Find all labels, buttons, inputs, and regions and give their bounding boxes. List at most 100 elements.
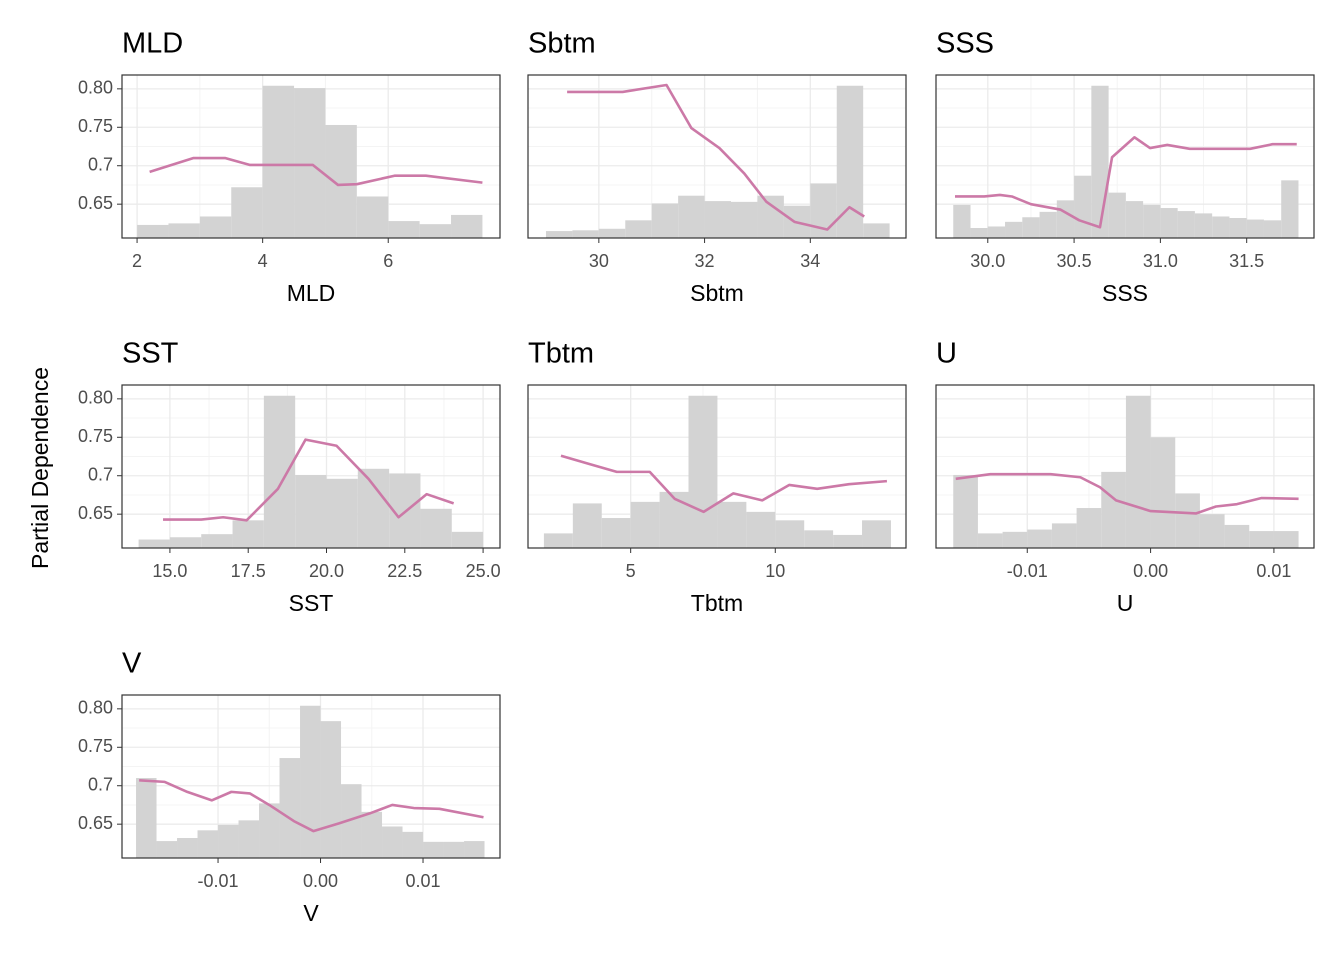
histogram-bar (1056, 200, 1075, 238)
y-tick-label: 0.75 (78, 736, 113, 756)
histogram-bar (1150, 437, 1176, 548)
x-tick-label: 0.01 (1256, 561, 1291, 581)
y-tick-label: 0.80 (78, 698, 113, 718)
histogram-bar (1224, 524, 1250, 548)
histogram-bar (1160, 208, 1178, 238)
histogram-bar (177, 838, 198, 858)
panel-title: SST (122, 338, 179, 370)
histogram-bar (678, 195, 705, 238)
x-tick-label: 30 (589, 251, 609, 271)
histogram-bar (1074, 175, 1092, 238)
x-axis-label: SSS (1102, 280, 1148, 306)
histogram-bar (863, 223, 890, 238)
histogram-bar (325, 124, 357, 238)
x-tick-label: 20.0 (309, 561, 344, 581)
x-tick-label: 31.5 (1229, 251, 1264, 271)
x-tick-label: 34 (800, 251, 820, 271)
x-tick-label: 17.5 (231, 561, 266, 581)
histogram-bar (970, 228, 988, 238)
histogram-bar (1051, 523, 1077, 548)
histogram-bar (1175, 493, 1200, 548)
histogram-bar (382, 826, 403, 858)
pd-line (954, 135, 1297, 229)
histogram-bar (659, 491, 689, 548)
histogram-bar (987, 226, 1006, 238)
histogram-bar (1281, 180, 1299, 238)
histogram-bar (168, 223, 200, 238)
x-axis-label: V (303, 900, 319, 926)
x-axis-label: MLD (287, 280, 336, 306)
pd-line (955, 472, 1299, 515)
histogram-bar (746, 511, 776, 548)
histogram-bar (402, 831, 424, 858)
pd-line (149, 156, 483, 187)
histogram-bar (357, 468, 390, 548)
histogram-bar (199, 216, 232, 238)
histogram-bar (625, 220, 652, 238)
histogram-bar (156, 841, 178, 858)
y-tick-label: 0.80 (78, 388, 113, 408)
histogram-bar (1263, 220, 1282, 238)
histogram-bar (862, 520, 891, 548)
panel-border (527, 74, 907, 239)
histogram-bar (231, 187, 263, 238)
histogram-bar (757, 195, 784, 238)
histogram-bar (279, 758, 301, 858)
x-tick-label: -0.01 (198, 871, 239, 891)
histogram-bar (688, 395, 718, 548)
histogram-bar (136, 778, 157, 858)
histogram-bar (953, 204, 971, 238)
y-tick-label: 0.75 (78, 426, 113, 446)
histogram-bar (169, 537, 202, 548)
histogram-bar (1194, 213, 1213, 238)
histogram-bar (1002, 531, 1028, 548)
histogram-bar (1027, 529, 1052, 548)
histogram-bar (232, 520, 264, 548)
x-axis-label: Tbtm (691, 590, 743, 616)
panel-border (935, 384, 1315, 549)
pd-line (163, 438, 455, 522)
histogram-bar (423, 841, 444, 858)
x-axis-label: Sbtm (690, 280, 744, 306)
histogram-bar (704, 201, 732, 238)
histogram-bar (419, 224, 452, 238)
histogram-bar (443, 841, 465, 858)
histogram-bar (833, 534, 863, 548)
histogram-bar (1125, 395, 1151, 548)
x-tick-label: 22.5 (387, 561, 422, 581)
histogram-bar (137, 224, 169, 238)
histogram-bar (420, 508, 452, 548)
panel-border (121, 74, 501, 239)
histogram-bar (717, 501, 747, 548)
histogram-bar (1005, 221, 1023, 238)
histogram-bar (545, 231, 573, 238)
histogram-bar (1273, 531, 1299, 548)
pd-line (560, 454, 888, 514)
histogram-bar (320, 721, 342, 858)
histogram-bar (1143, 204, 1161, 238)
histogram-bar (451, 531, 484, 548)
x-axis-label: SST (289, 590, 334, 616)
histogram-bar (1229, 218, 1247, 238)
histogram-bar (262, 85, 295, 238)
histogram-bar (361, 811, 383, 858)
histogram-bar (1249, 531, 1274, 548)
y-tick-label: 0.80 (78, 78, 113, 98)
panel-border (121, 384, 501, 549)
x-tick-label: 25.0 (466, 561, 501, 581)
histogram-bar (804, 530, 834, 548)
histogram-bar (775, 520, 805, 548)
panel-border (527, 384, 907, 549)
histogram-bar (1177, 211, 1195, 238)
pd-line (567, 83, 865, 231)
y-tick-label: 0.7 (88, 154, 113, 174)
histogram-bar (572, 230, 599, 238)
y-tick-label: 0.65 (78, 193, 113, 213)
histogram-bar (341, 784, 362, 858)
histogram-bar (197, 830, 219, 858)
histogram-bar (572, 503, 602, 548)
histogram-bar (977, 533, 1003, 548)
histogram-bar (263, 395, 296, 548)
y-tick-label: 0.7 (88, 464, 113, 484)
